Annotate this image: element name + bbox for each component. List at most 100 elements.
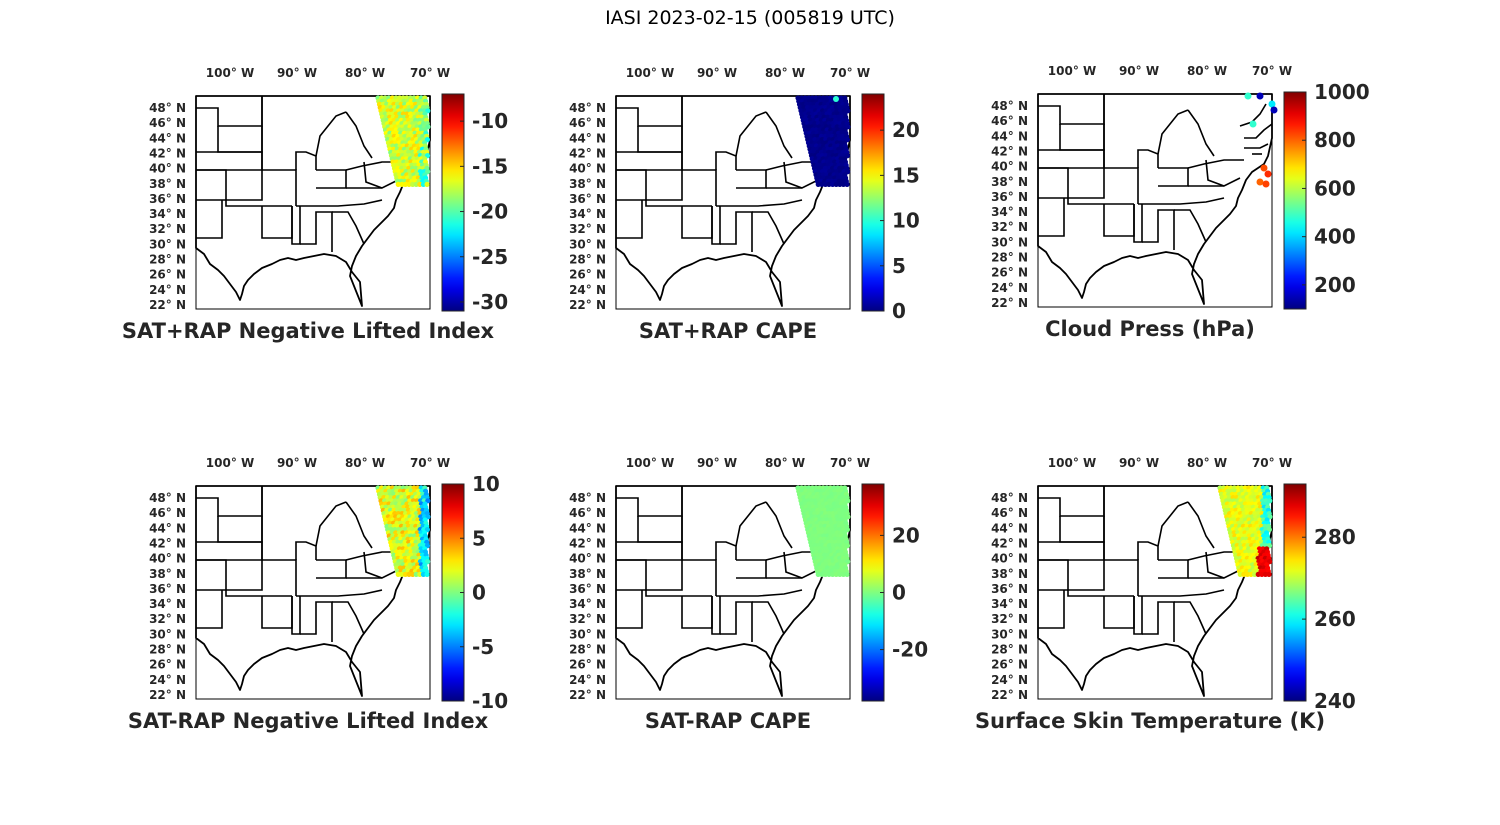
state-border bbox=[296, 589, 383, 597]
latitude-tick-label: 38° N bbox=[149, 177, 186, 191]
observation-point bbox=[833, 571, 839, 577]
observation-point bbox=[840, 181, 847, 187]
state-border bbox=[715, 541, 737, 560]
observation-point bbox=[1252, 571, 1258, 577]
observation-point bbox=[402, 571, 409, 577]
observation-point bbox=[833, 96, 839, 102]
state-border bbox=[363, 551, 383, 579]
observation-point bbox=[844, 571, 850, 577]
latitude-tick-label: 34° N bbox=[569, 597, 606, 611]
observation-point bbox=[830, 181, 836, 187]
state-border bbox=[1244, 143, 1269, 149]
observation-point bbox=[1255, 571, 1261, 577]
observation-point bbox=[406, 181, 412, 187]
state-border bbox=[715, 151, 737, 170]
figure-title: IASI 2023-02-15 (005819 UTC) bbox=[605, 7, 895, 29]
latitude-tick-label: 34° N bbox=[149, 597, 186, 611]
longitude-tick-label: 100° W bbox=[206, 456, 254, 470]
colorbar-tick-label: -30 bbox=[472, 290, 508, 314]
latitude-tick-label: 22° N bbox=[991, 296, 1028, 310]
observation-point bbox=[1259, 571, 1265, 577]
map-panel-sat-rap-sum-li: 100° W 90° W 80° W 70° W 48° N 46° N 44° N 42° … bbox=[90, 60, 560, 360]
state-border bbox=[300, 601, 333, 642]
observation-point bbox=[420, 181, 427, 187]
latitude-tick-label: 24° N bbox=[569, 673, 606, 687]
latitude-tick-label: 30° N bbox=[991, 235, 1028, 249]
latitude-tick-label: 28° N bbox=[149, 643, 186, 657]
latitude-tick-label: 44° N bbox=[991, 521, 1028, 535]
latitude-tick-label: 32° N bbox=[569, 222, 606, 236]
observation-point bbox=[410, 571, 416, 577]
observation-point bbox=[410, 181, 416, 187]
state-border bbox=[1174, 601, 1207, 635]
latitude-tick-label: 26° N bbox=[149, 268, 186, 282]
latitude-tick-label: 46° N bbox=[991, 114, 1028, 128]
state-border bbox=[783, 551, 803, 579]
longitude-tick-label: 70° W bbox=[1252, 64, 1292, 78]
latitude-tick-label: 30° N bbox=[569, 627, 606, 641]
latitude-tick-label: 44° N bbox=[991, 129, 1028, 143]
observation-point bbox=[399, 571, 405, 577]
panel-title: SAT+RAP CAPE bbox=[638, 319, 818, 343]
observation-point bbox=[402, 181, 409, 187]
state-border bbox=[1244, 123, 1273, 139]
observation-point bbox=[1260, 164, 1268, 172]
longitude-tick-label: 70° W bbox=[410, 456, 450, 470]
longitude-tick-label: 80° W bbox=[1187, 64, 1227, 78]
colorbar-tick-label: 5 bbox=[472, 526, 486, 550]
state-border bbox=[716, 589, 803, 597]
latitude-tick-label: 28° N bbox=[569, 643, 606, 657]
colorbar-tick-label: -15 bbox=[472, 154, 508, 178]
state-border bbox=[315, 501, 347, 547]
colorbar-tick-label: 800 bbox=[1314, 128, 1356, 152]
coastline bbox=[1037, 485, 1273, 697]
state-border bbox=[783, 161, 803, 189]
colorbar-tick-label: 5 bbox=[892, 254, 906, 278]
latitude-tick-label: 48° N bbox=[991, 491, 1028, 505]
longitude-tick-label: 80° W bbox=[345, 66, 385, 80]
state-border bbox=[1133, 204, 1143, 243]
longitude-tick-label: 70° W bbox=[830, 456, 870, 470]
observation-point bbox=[830, 571, 836, 577]
state-border bbox=[616, 589, 646, 629]
longitude-tick-label: 80° W bbox=[1187, 456, 1227, 470]
map-frame bbox=[1037, 93, 1273, 308]
latitude-tick-label: 40° N bbox=[569, 552, 606, 566]
map-area bbox=[195, 95, 431, 310]
state-border bbox=[752, 601, 785, 635]
observation-point bbox=[826, 181, 832, 187]
map-area bbox=[1037, 92, 1278, 308]
map-panel-skin-temp: 100° W 90° W 80° W 70° W 48° N 46° N 44° N 42° … bbox=[932, 450, 1402, 750]
colorbar-tick-label: 20 bbox=[892, 118, 920, 142]
colorbar-tick-label: -20 bbox=[892, 638, 928, 662]
state-border bbox=[196, 199, 226, 239]
state-border bbox=[765, 111, 793, 159]
latitude-tick-label: 32° N bbox=[149, 612, 186, 626]
panel-title: Cloud Press (hPa) bbox=[1045, 317, 1255, 341]
map-panel-sat-rap-sum-cape: 100° W 90° W 80° W 70° W 48° N 46° N 44° N 42° … bbox=[510, 60, 980, 360]
latitude-tick-label: 30° N bbox=[149, 237, 186, 251]
observation-point bbox=[424, 571, 430, 577]
latitude-tick-label: 36° N bbox=[991, 582, 1028, 596]
state-border bbox=[345, 111, 373, 159]
longitude-tick-label: 100° W bbox=[626, 66, 674, 80]
latitude-tick-label: 24° N bbox=[569, 283, 606, 297]
observation-point bbox=[822, 181, 829, 187]
map-panel-sat-rap-diff-li: 100° W 90° W 80° W 70° W 48° N 46° N 44° N 42° … bbox=[90, 450, 560, 750]
latitude-tick-label: 30° N bbox=[149, 627, 186, 641]
observation-point bbox=[815, 181, 821, 187]
longitude-tick-label: 90° W bbox=[1119, 456, 1159, 470]
state-border bbox=[736, 169, 767, 189]
latitude-tick-label: 42° N bbox=[569, 146, 606, 160]
latitude-tick-label: 30° N bbox=[569, 237, 606, 251]
colorbar bbox=[1283, 91, 1307, 310]
latitude-tick-label: 22° N bbox=[569, 298, 606, 312]
latitude-tick-label: 42° N bbox=[569, 536, 606, 550]
state-border bbox=[645, 590, 712, 597]
state-border bbox=[316, 169, 347, 189]
state-border bbox=[1205, 159, 1225, 187]
coastline bbox=[195, 485, 431, 697]
colorbar-tick-label: 15 bbox=[892, 163, 920, 187]
observation-point bbox=[1262, 180, 1270, 188]
observation-point bbox=[1241, 571, 1247, 577]
